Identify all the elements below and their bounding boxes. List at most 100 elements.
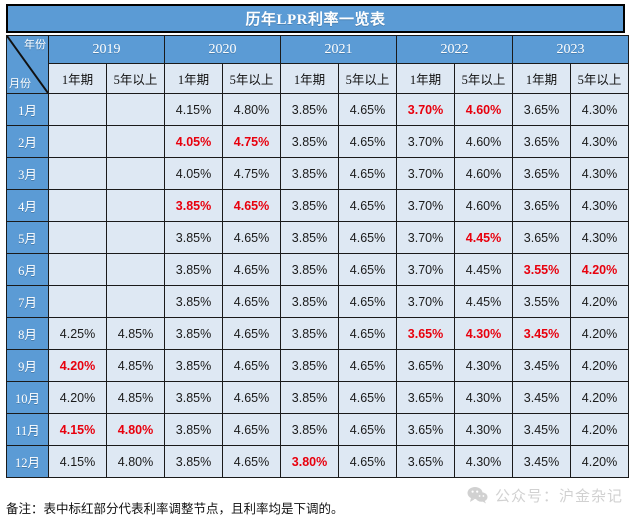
term-header-6: 1年期 xyxy=(396,63,455,94)
year-header-2021: 2021 xyxy=(280,35,397,64)
rate-cell xyxy=(106,285,165,318)
rate-cell: 4.45% xyxy=(454,285,513,318)
rate-cell: 3.85% xyxy=(164,349,223,382)
rate-cell: 3.45% xyxy=(512,317,571,350)
year-header-2022: 2022 xyxy=(396,35,513,64)
rate-cell: 4.15% xyxy=(164,93,223,126)
rate-cell: 4.65% xyxy=(338,285,397,318)
rate-cell: 4.45% xyxy=(454,221,513,254)
rate-cell: 3.85% xyxy=(280,221,339,254)
rate-cell: 4.65% xyxy=(338,413,397,446)
term-header-9: 5年以上 xyxy=(570,63,629,94)
year-header-2019: 2019 xyxy=(48,35,165,64)
rate-cell: 3.70% xyxy=(396,125,455,158)
rate-cell: 4.30% xyxy=(570,125,629,158)
table-row: 3月 4.05% 4.75% 3.85% 4.65% 3.70% 4.60% 3.65% 4.3… xyxy=(6,157,629,190)
rate-cell: 4.15% xyxy=(48,445,107,478)
month-label-cell: 9月 xyxy=(6,349,49,382)
term-header-4: 1年期 xyxy=(280,63,339,94)
rate-cell: 4.65% xyxy=(222,253,281,286)
table-row: 6月 3.85% 4.65% 3.85% 4.65% 3.70% 4.45% 3.55% 4.2… xyxy=(6,253,629,286)
rate-cell: 4.85% xyxy=(106,317,165,350)
rate-cell: 4.30% xyxy=(570,221,629,254)
rate-cell: 4.75% xyxy=(222,125,281,158)
rate-cell xyxy=(48,221,107,254)
diagonal-split-line-icon xyxy=(7,36,48,93)
table-row: 5月 3.85% 4.65% 3.85% 4.65% 3.70% 4.45% 3.65% 4.3… xyxy=(6,221,629,254)
month-label-cell: 8月 xyxy=(6,317,49,350)
table-row: 12月 4.15% 4.80% 3.85% 4.65% 3.80% 4.65% 3.65% 4.… xyxy=(6,445,629,478)
month-label-cell: 3月 xyxy=(6,157,49,190)
rate-cell: 4.65% xyxy=(222,317,281,350)
rate-cell: 4.65% xyxy=(222,413,281,446)
rate-cell xyxy=(48,125,107,158)
rate-cell xyxy=(48,253,107,286)
rate-cell: 4.30% xyxy=(454,349,513,382)
term-header-7: 5年以上 xyxy=(454,63,513,94)
rate-cell: 4.65% xyxy=(222,349,281,382)
rate-cell: 4.45% xyxy=(454,253,513,286)
rate-cell: 4.30% xyxy=(570,93,629,126)
rate-cell xyxy=(48,189,107,222)
rate-cell: 4.20% xyxy=(48,349,107,382)
rate-cell xyxy=(48,285,107,318)
rate-cell: 4.75% xyxy=(222,157,281,190)
rate-cell: 3.65% xyxy=(512,93,571,126)
rate-cell: 4.20% xyxy=(570,349,629,382)
rate-cell: 4.60% xyxy=(454,125,513,158)
rate-cell: 3.45% xyxy=(512,445,571,478)
rate-cell: 4.20% xyxy=(570,445,629,478)
rate-cell: 4.65% xyxy=(338,221,397,254)
corner-month-label: 月份 xyxy=(9,78,31,90)
rate-cell: 3.65% xyxy=(396,413,455,446)
rate-cell: 3.85% xyxy=(164,445,223,478)
rate-cell: 4.20% xyxy=(570,253,629,286)
rate-cell: 3.70% xyxy=(396,221,455,254)
rate-cell xyxy=(106,157,165,190)
rate-cell: 3.65% xyxy=(512,125,571,158)
month-label-cell: 7月 xyxy=(6,285,49,318)
rate-cell: 4.65% xyxy=(338,445,397,478)
rate-cell: 4.80% xyxy=(106,413,165,446)
table-head: 年份 月份 2019 2020 2021 2022 2023 1年期 5年以上 1年期 5年以… xyxy=(6,35,629,94)
rate-cell: 4.25% xyxy=(48,317,107,350)
rate-cell xyxy=(106,125,165,158)
month-label-cell: 1月 xyxy=(6,93,49,126)
table-row: 1月 4.15% 4.80% 3.85% 4.65% 3.70% 4.60% 3.65% 4.3… xyxy=(6,93,629,126)
rate-cell: 3.85% xyxy=(280,381,339,414)
rate-cell: 4.20% xyxy=(570,381,629,414)
rate-cell: 4.30% xyxy=(454,381,513,414)
rate-cell: 3.65% xyxy=(512,189,571,222)
rate-cell: 4.30% xyxy=(454,413,513,446)
rate-cell: 4.65% xyxy=(338,157,397,190)
rate-cell: 4.05% xyxy=(164,157,223,190)
rate-cell: 4.85% xyxy=(106,349,165,382)
rate-cell: 4.30% xyxy=(454,317,513,350)
month-label-cell: 6月 xyxy=(6,253,49,286)
rate-cell: 3.85% xyxy=(164,413,223,446)
month-label-cell: 10月 xyxy=(6,381,49,414)
rate-cell: 3.85% xyxy=(280,157,339,190)
page-title: 历年LPR利率一览表 xyxy=(245,12,386,28)
year-header-2020: 2020 xyxy=(164,35,281,64)
term-header-1: 5年以上 xyxy=(106,63,165,94)
rate-cell: 4.80% xyxy=(222,93,281,126)
year-header-2023: 2023 xyxy=(512,35,629,64)
rate-cell xyxy=(106,93,165,126)
rate-cell: 4.80% xyxy=(106,445,165,478)
table-head-row-years: 年份 月份 2019 2020 2021 2022 2023 xyxy=(6,35,629,94)
table-row: 4月 3.85% 4.65% 3.85% 4.65% 3.70% 4.60% 3.65% 4.3… xyxy=(6,189,629,222)
table-row: 8月 4.25% 4.85% 3.85% 4.65% 3.85% 4.65% 3.65% 4.3… xyxy=(6,317,629,350)
rate-cell: 3.65% xyxy=(512,221,571,254)
table-body: 1月 4.15% 4.80% 3.85% 4.65% 3.70% 4.60% 3.65% 4.3… xyxy=(6,93,629,478)
rate-cell: 4.20% xyxy=(570,285,629,318)
rate-cell: 4.65% xyxy=(338,349,397,382)
rate-cell: 4.65% xyxy=(222,445,281,478)
rate-cell: 3.85% xyxy=(164,221,223,254)
rate-cell: 3.85% xyxy=(280,413,339,446)
rate-cell: 4.20% xyxy=(48,381,107,414)
month-label-cell: 12月 xyxy=(6,445,49,478)
rate-cell: 3.65% xyxy=(396,349,455,382)
rate-cell: 3.70% xyxy=(396,253,455,286)
rate-cell: 4.15% xyxy=(48,413,107,446)
